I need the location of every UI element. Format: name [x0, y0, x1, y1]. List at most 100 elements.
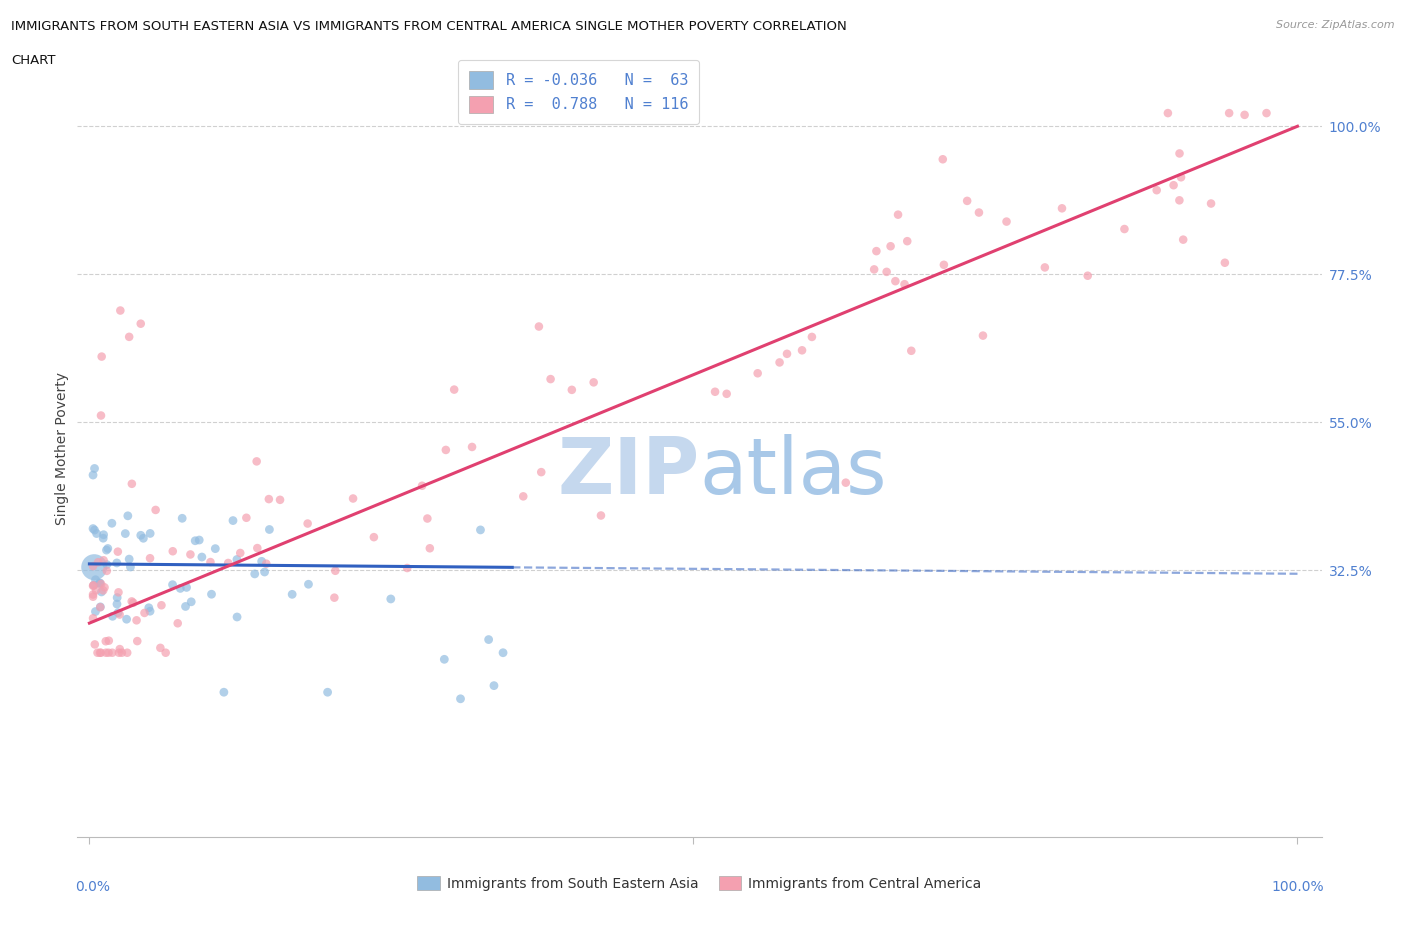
- Point: [1213, 256, 1236, 271]
- Point: [1146, 183, 1168, 198]
- Point: [96, 557, 118, 572]
- Point: [180, 594, 202, 609]
- Point: [87, 555, 110, 570]
- Point: [101, 645, 124, 660]
- Point: [83, 523, 105, 538]
- Point: [527, 319, 550, 334]
- Point: [887, 207, 910, 222]
- Point: [125, 613, 148, 628]
- Point: [93, 527, 115, 542]
- Point: [461, 440, 484, 455]
- Point: [235, 511, 257, 525]
- Point: [900, 343, 922, 358]
- Point: [117, 509, 139, 524]
- Point: [115, 612, 138, 627]
- Point: [396, 561, 419, 576]
- Point: [967, 206, 990, 220]
- Point: [297, 577, 319, 591]
- Point: [865, 244, 887, 259]
- Point: [253, 565, 276, 579]
- Point: [1256, 106, 1278, 121]
- Point: [82, 578, 104, 592]
- Point: [84, 572, 107, 587]
- Point: [139, 526, 162, 541]
- Point: [478, 632, 501, 647]
- Point: [132, 531, 155, 546]
- Point: [90, 349, 112, 364]
- Point: [90, 577, 112, 591]
- Point: [91, 531, 114, 546]
- Point: [145, 502, 167, 517]
- Point: [416, 512, 439, 526]
- Point: [470, 523, 492, 538]
- Point: [790, 343, 813, 358]
- Point: [512, 489, 534, 504]
- Point: [118, 551, 141, 566]
- Text: IMMIGRANTS FROM SOUTH EASTERN ASIA VS IMMIGRANTS FROM CENTRAL AMERICA SINGLE MOT: IMMIGRANTS FROM SOUTH EASTERN ASIA VS IM…: [11, 20, 846, 33]
- Point: [419, 541, 441, 556]
- Point: [90, 584, 112, 599]
- Point: [876, 264, 898, 279]
- Point: [184, 533, 207, 548]
- Point: [83, 578, 105, 592]
- Point: [82, 590, 104, 604]
- Point: [139, 551, 162, 565]
- Point: [217, 555, 239, 570]
- Point: [434, 443, 457, 458]
- Point: [118, 329, 141, 344]
- Point: [134, 605, 156, 620]
- Point: [115, 645, 138, 660]
- Point: [83, 637, 105, 652]
- Point: [450, 691, 472, 706]
- Text: 0.0%: 0.0%: [75, 880, 110, 894]
- Point: [93, 580, 115, 595]
- Point: [94, 645, 117, 660]
- Point: [138, 601, 160, 616]
- Point: [122, 595, 145, 610]
- Point: [363, 530, 385, 545]
- Point: [589, 508, 612, 523]
- Point: [561, 382, 583, 397]
- Point: [323, 591, 346, 605]
- Point: [530, 465, 553, 480]
- Point: [82, 578, 104, 593]
- Point: [89, 600, 111, 615]
- Point: [82, 587, 104, 602]
- Point: [105, 555, 128, 570]
- Point: [179, 547, 201, 562]
- Point: [90, 408, 112, 423]
- Point: [229, 546, 252, 561]
- Point: [111, 645, 134, 660]
- Point: [82, 521, 104, 536]
- Point: [82, 468, 104, 483]
- Point: [776, 346, 799, 361]
- Point: [120, 560, 142, 575]
- Point: [1173, 232, 1195, 247]
- Point: [139, 604, 162, 618]
- Point: [1157, 106, 1180, 121]
- Point: [162, 544, 184, 559]
- Point: [105, 597, 128, 612]
- Point: [250, 554, 273, 569]
- Point: [176, 580, 198, 595]
- Point: [108, 607, 131, 622]
- Point: [150, 598, 173, 613]
- Point: [82, 611, 104, 626]
- Point: [174, 599, 197, 614]
- Point: [246, 454, 269, 469]
- Point: [84, 583, 107, 598]
- Point: [84, 604, 107, 619]
- Point: [121, 476, 143, 491]
- Point: [114, 526, 136, 541]
- Legend: Immigrants from South Eastern Asia, Immigrants from Central America: Immigrants from South Eastern Asia, Immi…: [412, 870, 987, 897]
- Point: [107, 544, 129, 559]
- Point: [89, 600, 111, 615]
- Point: [97, 541, 120, 556]
- Point: [323, 564, 346, 578]
- Point: [86, 645, 108, 660]
- Point: [107, 585, 129, 600]
- Point: [259, 522, 281, 537]
- Point: [800, 329, 823, 344]
- Point: [83, 560, 105, 575]
- Point: [995, 214, 1018, 229]
